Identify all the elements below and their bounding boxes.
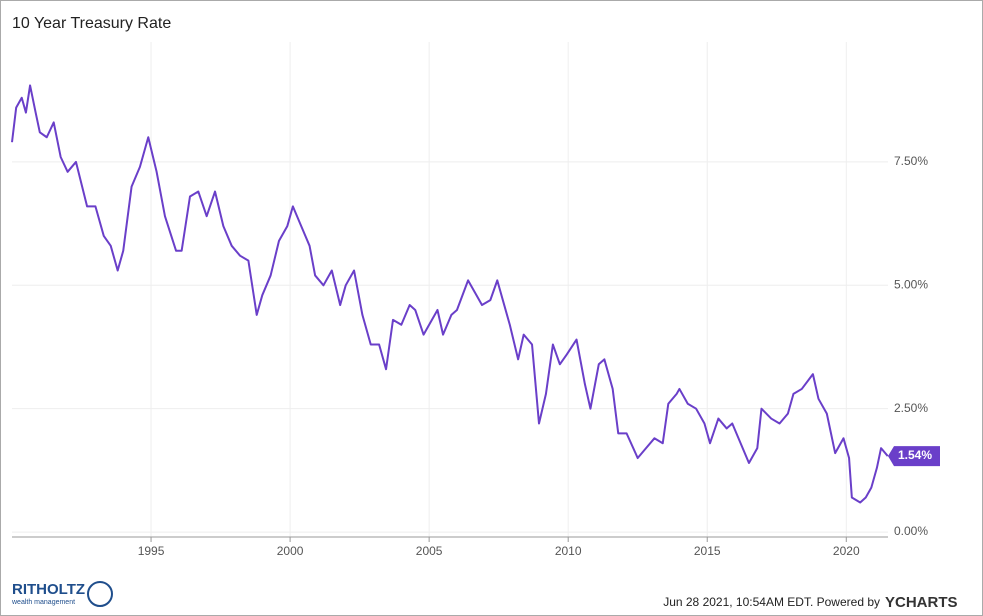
logo-sub: wealth management <box>11 599 75 606</box>
x-tick-label: 2015 <box>694 544 721 558</box>
y-tick-label: 5.00% <box>894 277 928 291</box>
x-tick-label: 2010 <box>555 544 582 558</box>
footer-brand: YCHARTS <box>885 594 958 611</box>
footer-timestamp: Jun 28 2021, 10:54AM EDT. Powered by <box>663 595 880 609</box>
x-tick-label: 2005 <box>416 544 443 558</box>
line <box>11 84 889 504</box>
x-tick-label: 2000 <box>277 544 304 558</box>
y-tick-label: 2.50% <box>894 401 928 415</box>
y-tick-label: 0.00% <box>894 524 928 538</box>
logo-icon <box>87 581 113 607</box>
end-label: 1.54% <box>898 448 932 462</box>
logo: RITHOLTZ <box>12 581 85 598</box>
end-label-badge <box>888 446 940 467</box>
y-tick-label: 7.50% <box>894 154 928 168</box>
chart-title: 10 Year Treasury Rate <box>12 15 171 32</box>
x-tick-label: 2020 <box>833 544 860 558</box>
x-tick-label: 1995 <box>138 544 165 558</box>
